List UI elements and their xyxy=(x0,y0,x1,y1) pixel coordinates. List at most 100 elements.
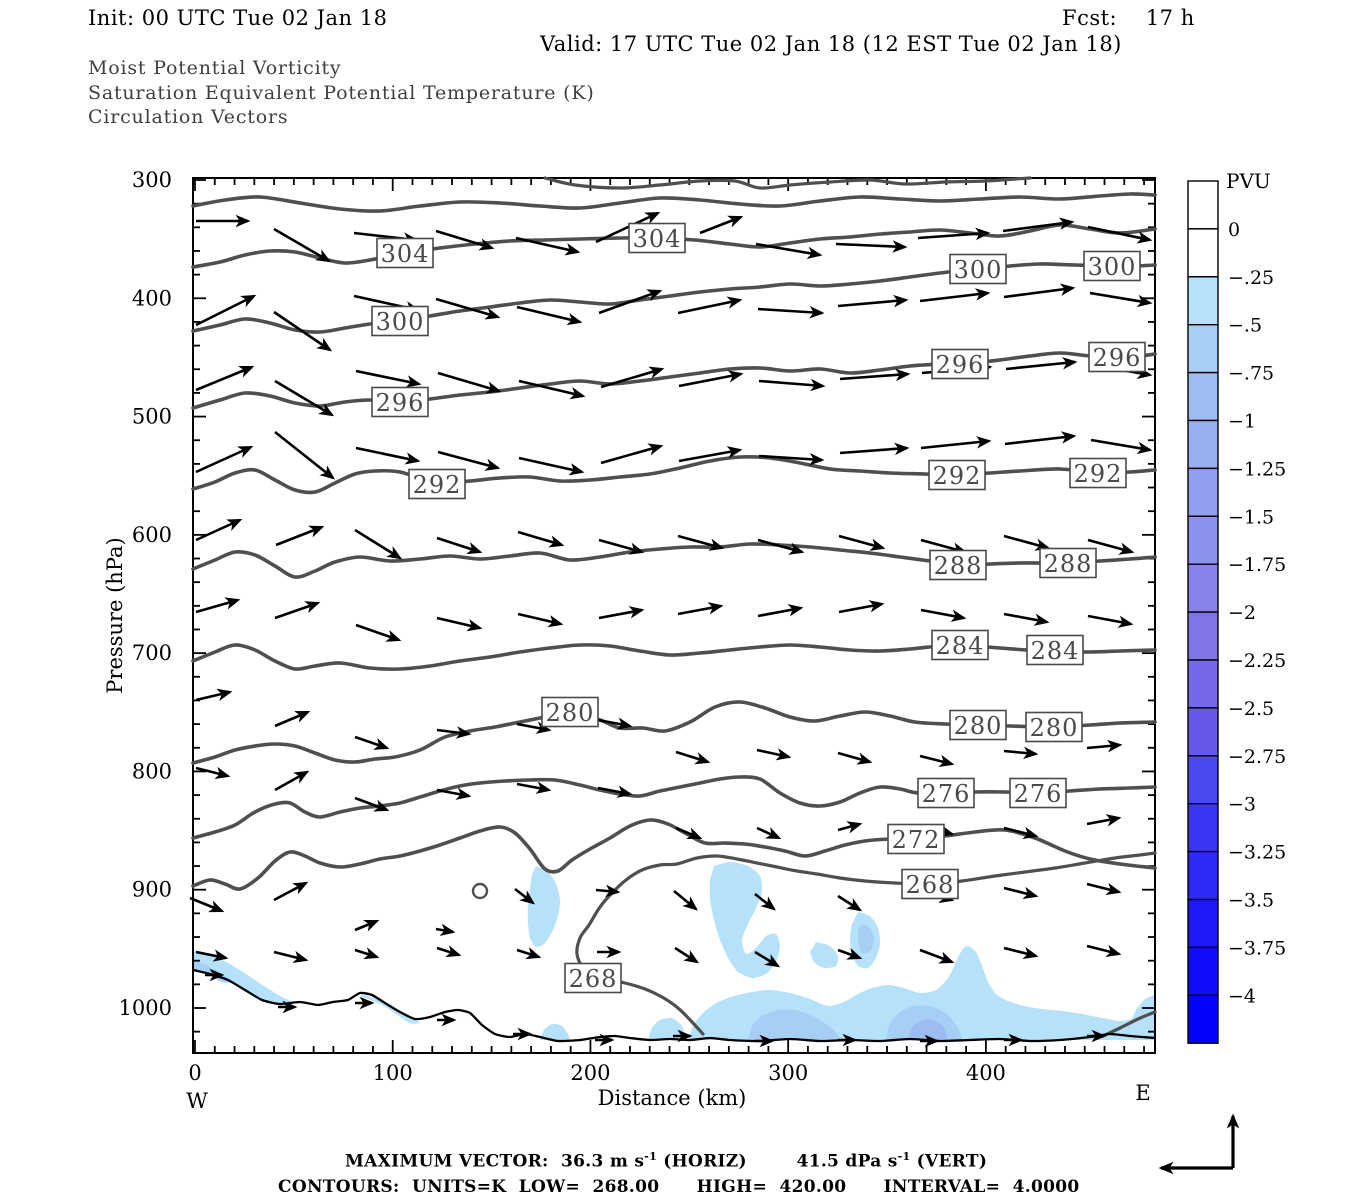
circulation-vector-arrow xyxy=(1086,814,1122,827)
circulation-vector-arrow xyxy=(274,430,335,480)
contour-line-300 xyxy=(191,262,1157,334)
circulation-vector-arrow xyxy=(1086,739,1123,753)
circulation-vector-arrow xyxy=(354,796,390,812)
circulation-vector-arrow xyxy=(195,518,243,542)
circulation-vector-arrow xyxy=(517,612,564,628)
circulation-vector-arrow xyxy=(838,534,886,551)
circulation-vector-arrow xyxy=(677,296,743,315)
circulation-vector-arrow xyxy=(273,310,333,352)
circulation-vector-arrow xyxy=(757,305,825,319)
colorbar-tick-label: −1.5 xyxy=(1228,506,1274,528)
colorbar-segment xyxy=(1187,467,1219,517)
circulation-vector-arrow xyxy=(517,530,565,548)
circulation-vector-arrow xyxy=(919,754,955,768)
colorbar-tick-label: −2 xyxy=(1228,602,1256,624)
circulation-vector-arrow xyxy=(758,378,826,392)
mpv-shading-region xyxy=(857,924,875,955)
colorbar-tick-label: −4 xyxy=(1228,985,1256,1007)
circulation-vector-arrow xyxy=(436,536,483,555)
circulation-vector-arrow xyxy=(837,894,863,912)
y-tick-label: 400 xyxy=(132,286,172,310)
forecast-hour-label: Fcst: 17 h xyxy=(1062,6,1195,30)
circulation-vector-arrow xyxy=(754,950,781,968)
contour-line-284 xyxy=(191,643,1157,671)
circulation-vector-arrow xyxy=(1086,944,1122,958)
circulation-vector-arrow xyxy=(1087,614,1134,628)
contour-label: 272 xyxy=(892,826,941,854)
colorbar-tick-label: −2.5 xyxy=(1228,698,1274,720)
circulation-vector-arrow xyxy=(1003,826,1039,840)
circulation-vector-arrow xyxy=(273,227,332,263)
circulation-vector-arrow xyxy=(1003,886,1039,900)
x-tick-label: 300 xyxy=(768,1061,808,1085)
contour-label-box xyxy=(949,709,1007,741)
field-title-mpv: Moist Potential Vorticity xyxy=(88,57,342,79)
circulation-vector-arrow xyxy=(516,305,583,326)
colorbar-segment xyxy=(1187,228,1219,278)
field-title-theta-es: Saturation Equivalent Potential Temperat… xyxy=(88,82,595,104)
circulation-vector-arrow xyxy=(754,892,776,911)
contour-line-264 xyxy=(1101,1010,1157,1038)
contour-label-box xyxy=(917,777,975,809)
contour-label: 276 xyxy=(922,780,971,808)
contour-label-box xyxy=(1026,634,1084,666)
contour-label: 296 xyxy=(936,351,985,379)
contour-line-280 xyxy=(191,700,1157,765)
circulation-vector-arrow xyxy=(598,289,663,315)
colorbar-segment xyxy=(1187,276,1219,326)
circulation-vector-arrow xyxy=(758,452,825,466)
max-vector-vert: 41.5 dPa s xyxy=(796,1151,898,1172)
circulation-vector-arrow xyxy=(919,948,955,964)
contour-label: 292 xyxy=(933,462,982,490)
colorbar-segment xyxy=(1187,371,1219,422)
circulation-vector-arrow xyxy=(436,787,472,800)
terrain-line-layer xyxy=(192,968,1156,1043)
colorbar-tick-label: 0 xyxy=(1228,219,1240,241)
circulation-vector-arrow xyxy=(435,297,501,320)
circulation-vectors xyxy=(189,211,1153,1048)
contour-label: 284 xyxy=(1031,637,1080,665)
circulation-vector-arrow xyxy=(195,365,255,392)
contour-label: 300 xyxy=(376,308,425,336)
init-time-label: Init: 00 UTC Tue 02 Jan 18 xyxy=(88,6,388,30)
circulation-vector-arrow xyxy=(514,887,535,905)
circulation-vector-arrow xyxy=(677,534,725,551)
circulation-vector-arrow xyxy=(674,946,700,964)
circulation-vector-arrow xyxy=(1004,431,1077,446)
contour-label: 268 xyxy=(569,965,618,993)
contour-label-box xyxy=(1025,711,1083,743)
contour-label-box xyxy=(1083,250,1141,282)
contour-label: 292 xyxy=(1074,460,1123,488)
colorbar-segment xyxy=(1187,946,1219,997)
circulation-vector-arrow xyxy=(437,371,502,394)
circulation-vector-arrow xyxy=(274,601,321,620)
contour-label: 268 xyxy=(906,871,955,899)
circulation-vector-arrow xyxy=(516,721,552,734)
circulation-vector-arrow xyxy=(354,947,380,960)
circulation-vector-arrow xyxy=(678,446,743,463)
colorbar-segment xyxy=(1187,611,1219,661)
contour-label-box xyxy=(928,459,986,491)
circulation-vector-arrow xyxy=(757,604,804,618)
colorbar-segment xyxy=(1187,707,1219,757)
circulation-vector-arrow xyxy=(355,369,422,388)
circulation-vector-arrow xyxy=(595,884,621,898)
circulation-vector-arrow xyxy=(838,600,885,614)
circulation-vector-arrow xyxy=(837,751,873,765)
contour-label-box xyxy=(564,962,622,994)
contour-line-296 xyxy=(191,351,1157,410)
circulation-vector-arrow xyxy=(516,781,552,794)
circulation-vector-arrow xyxy=(917,227,991,241)
circulation-vector-arrow xyxy=(675,750,711,765)
mpv-shading-region xyxy=(527,866,561,948)
contour-label: 288 xyxy=(1044,550,1093,578)
circulation-vector-arrow xyxy=(600,443,664,465)
colorbar-tick-label: −1.75 xyxy=(1228,554,1286,576)
circulation-vector-arrow xyxy=(1003,612,1050,626)
circulation-vector-arrow xyxy=(1005,357,1078,371)
reference-vector-arrows xyxy=(1158,1113,1240,1175)
colorbar-tick-label: −3 xyxy=(1228,794,1256,816)
circulation-vector-arrow xyxy=(839,368,911,382)
